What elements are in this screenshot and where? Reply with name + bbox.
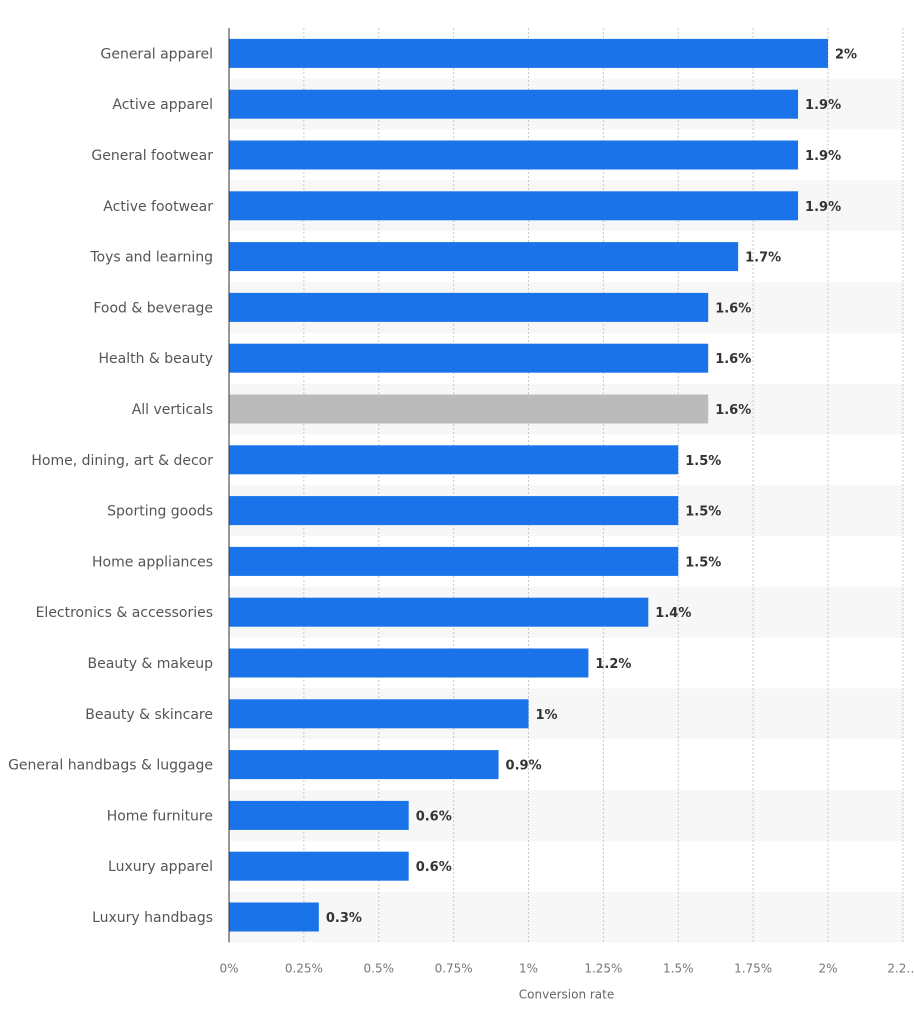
bars: [229, 38, 828, 932]
category-label: All verticals: [132, 402, 213, 418]
category-label: Active footwear: [103, 199, 213, 215]
category-label: Home, dining, art & decor: [31, 453, 213, 469]
x-tick-label: 1.5%: [663, 961, 694, 975]
bar: [229, 699, 529, 729]
bar: [229, 191, 799, 221]
data-label: 1.6%: [715, 301, 751, 316]
bar: [229, 242, 739, 272]
bar: [229, 648, 589, 678]
category-label: Home furniture: [107, 808, 213, 824]
bar: [229, 89, 799, 119]
bar: [229, 292, 709, 322]
bar: [229, 394, 709, 424]
category-label: Toys and learning: [89, 250, 213, 266]
data-label: 1.9%: [805, 200, 841, 215]
x-axis-ticks: 0% 0.25% 0.5% 0.75% 1% 1.25% 1.5% 1.75% 2% 2.2…: [219, 961, 914, 975]
data-label: 1.5%: [685, 454, 721, 469]
bar: [229, 597, 649, 627]
category-label: General handbags & luggage: [8, 758, 213, 774]
category-label: General apparel: [100, 46, 213, 62]
bar: [229, 902, 319, 932]
category-label: Luxury apparel: [108, 859, 213, 875]
bar: [229, 38, 828, 68]
x-tick-label: 2.2…: [887, 961, 914, 975]
bar: [229, 546, 679, 576]
x-tick-label: 2%: [818, 961, 837, 975]
data-label: 0.6%: [416, 860, 452, 875]
bar: [229, 851, 409, 881]
x-tick-label: 1.75%: [734, 961, 772, 975]
x-axis-title: Conversion rate: [519, 987, 614, 1001]
category-label: Food & beverage: [93, 300, 213, 316]
category-label: Beauty & makeup: [88, 656, 214, 672]
x-tick-label: 0.25%: [285, 961, 323, 975]
data-label: 1.9%: [805, 149, 841, 164]
bar: [229, 800, 409, 830]
category-label: Health & beauty: [98, 351, 213, 367]
data-label: 1.7%: [745, 251, 781, 266]
category-label: Sporting goods: [107, 504, 213, 520]
gridlines: [303, 28, 904, 943]
bar: [229, 445, 679, 475]
x-tick-label: 1.25%: [584, 961, 622, 975]
data-label: 1.9%: [805, 98, 841, 113]
data-label: 1.5%: [685, 555, 721, 570]
data-label: 2%: [835, 47, 857, 62]
data-label: 1.2%: [595, 657, 631, 672]
x-tick-label: 0.75%: [435, 961, 473, 975]
category-labels: General apparel Active apparel General foo…: [8, 46, 213, 926]
data-label: 0.9%: [506, 759, 542, 774]
data-label: 1.6%: [715, 352, 751, 367]
data-label: 0.3%: [326, 911, 362, 926]
row-band: [229, 891, 904, 943]
category-label: Active apparel: [112, 97, 213, 113]
bar: [229, 140, 799, 170]
data-label: 1.4%: [655, 606, 691, 621]
data-label: 1.5%: [685, 505, 721, 520]
category-label: Electronics & accessories: [36, 605, 213, 621]
category-label: General footwear: [91, 148, 213, 164]
bar: [229, 496, 679, 526]
bar: [229, 750, 499, 780]
x-tick-label: 1%: [519, 961, 538, 975]
category-label: Luxury handbags: [92, 910, 213, 926]
x-tick-label: 0%: [219, 961, 238, 975]
data-label: 0.6%: [416, 809, 452, 824]
data-label: 1%: [536, 708, 558, 723]
x-tick-label: 0.5%: [364, 961, 395, 975]
category-label: Beauty & skincare: [85, 707, 213, 723]
data-label: 1.6%: [715, 403, 751, 418]
bar: [229, 343, 709, 373]
category-label: Home appliances: [92, 554, 213, 570]
value-labels: 2% 1.9% 1.9% 1.9% 1.7% 1.6% 1.6% 1.6% 1.5% 1.5% 1.…: [326, 47, 857, 926]
